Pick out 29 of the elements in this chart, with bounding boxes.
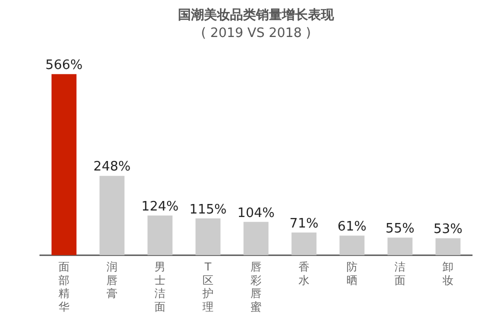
x-tick-label: 卸妆: [442, 260, 454, 287]
data-label: 115%: [189, 202, 227, 218]
x-tick-label: T区护理: [202, 260, 214, 314]
data-label: 248%: [93, 160, 131, 175]
bar: [340, 236, 364, 256]
bar: [388, 238, 412, 256]
bar: [52, 74, 76, 256]
x-tick-label: 洁面: [394, 260, 406, 287]
x-tick-label: 润唇膏: [106, 260, 118, 300]
bar: [244, 222, 268, 256]
bar: [148, 216, 172, 256]
data-label: 566%: [45, 58, 83, 73]
chart-subtitle: ( 2019 VS 2018 ): [201, 26, 311, 41]
bar: [436, 238, 460, 256]
data-label: 53%: [434, 222, 462, 238]
bar: [100, 176, 124, 256]
x-tick-label: 香水: [298, 260, 310, 287]
x-tick-label: 面部精华: [58, 260, 70, 314]
data-label: 61%: [338, 220, 366, 235]
bar: [196, 218, 220, 256]
x-tick-label: 防晒: [346, 260, 358, 287]
x-tick-label: 唇彩唇蜜: [250, 260, 262, 314]
chart-title: 国潮美妆品类销量增长表现: [178, 7, 335, 24]
x-tick-label: 男士洁面: [154, 260, 166, 314]
data-label: 55%: [386, 221, 414, 236]
data-label: 104%: [237, 206, 275, 221]
data-label: 71%: [290, 216, 318, 232]
bar: [292, 232, 316, 256]
data-label: 124%: [141, 199, 179, 214]
